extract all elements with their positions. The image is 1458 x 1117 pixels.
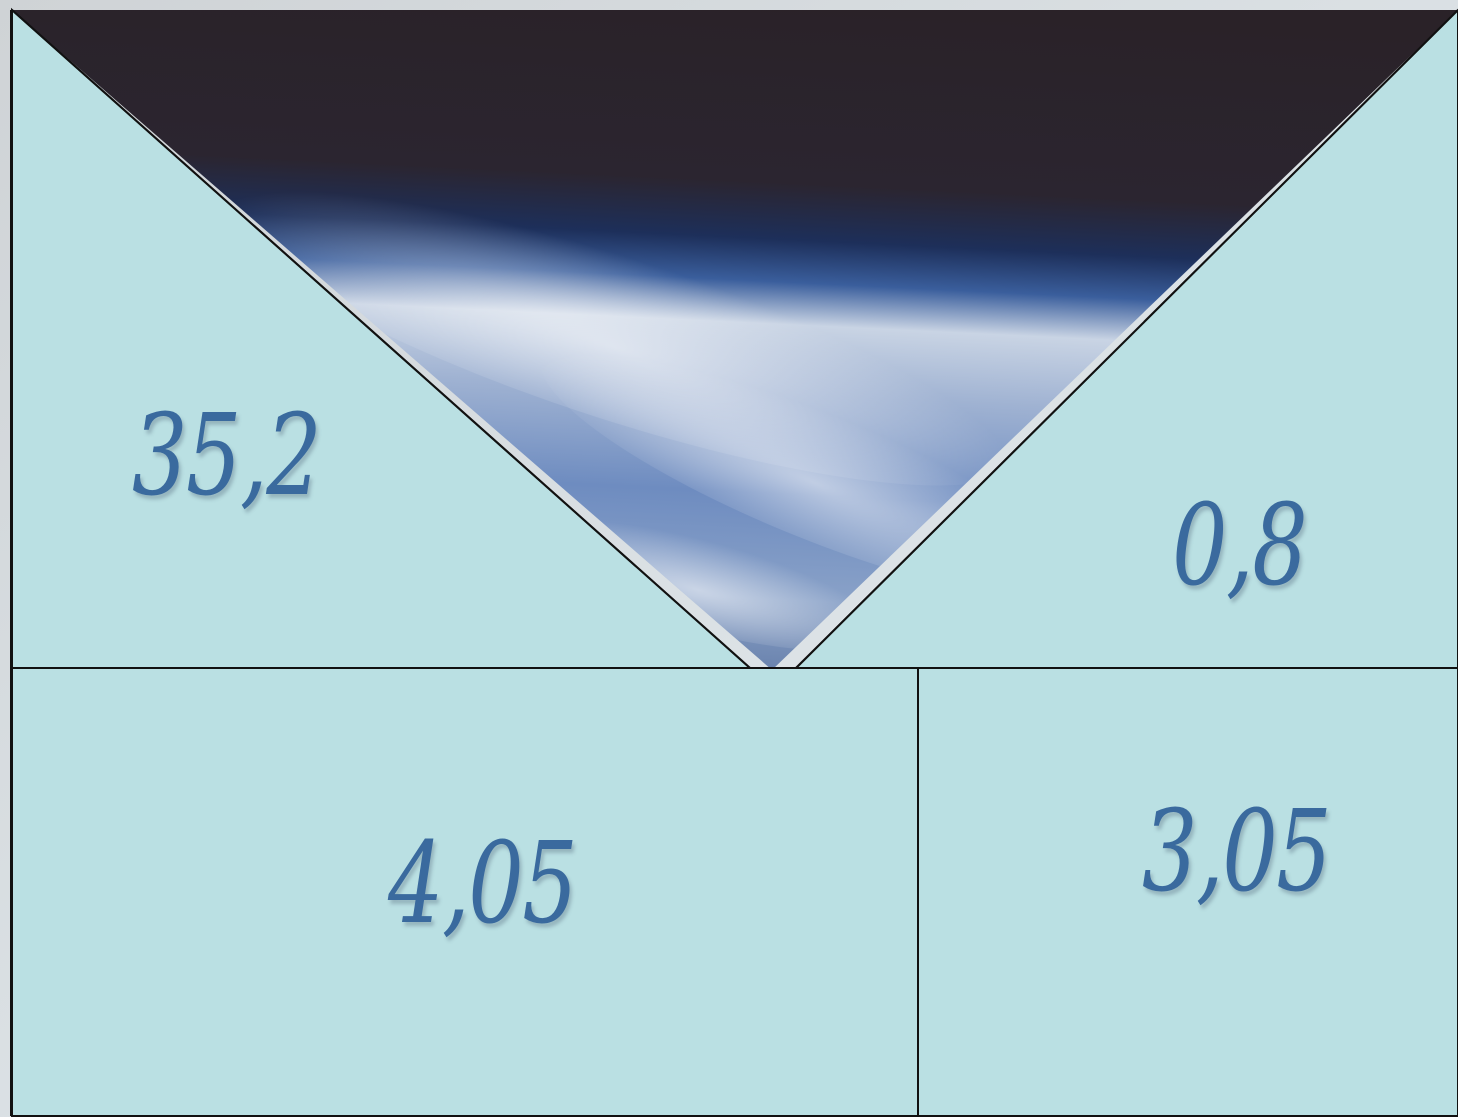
tile-bottom-right[interactable] <box>917 667 1458 1117</box>
right-diagonal <box>795 9 1458 669</box>
value-bottom-right: 3,05 <box>1142 787 1332 917</box>
left-diagonal <box>11 9 751 669</box>
tile-bottom-left[interactable] <box>11 667 919 1117</box>
value-top-left: 35,2 <box>132 391 322 521</box>
value-top-right: 0,8 <box>1172 481 1308 611</box>
value-bottom-left: 4,05 <box>388 819 578 949</box>
